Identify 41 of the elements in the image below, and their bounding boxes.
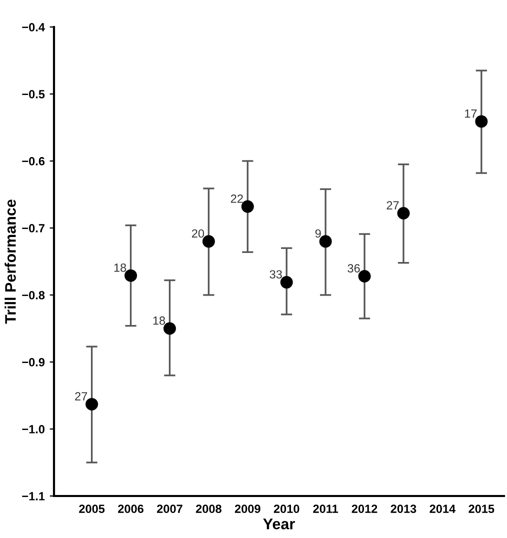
y-tick-label: −0.7: [22, 224, 44, 232]
x-tick-label: 2008: [196, 504, 222, 514]
y-tick-label: −0.4: [22, 23, 45, 32]
y-tick-label: −0.8: [22, 291, 45, 300]
x-tick-label: 2015: [468, 504, 494, 514]
x-tick-label: 2010: [274, 504, 300, 514]
point: [397, 207, 410, 220]
x-axis-title: Year: [263, 518, 295, 530]
point: [358, 270, 371, 282]
annotation: 18: [153, 316, 166, 325]
x-tick-label: 2006: [118, 504, 144, 514]
y-tick-label: −1.1: [22, 492, 45, 500]
annotation: 18: [114, 263, 126, 272]
point: [280, 276, 293, 289]
x-tick-label: 2007: [156, 504, 182, 514]
annotation: 27: [386, 201, 399, 210]
annotation: 9: [315, 229, 321, 238]
point: [475, 115, 488, 128]
annotation: 17: [465, 110, 477, 118]
x-tick-label: 2009: [234, 504, 260, 514]
y-tick-label: −1.0: [22, 425, 44, 434]
point: [124, 269, 138, 282]
x-tick-label: 2011: [313, 504, 338, 514]
x-tick-label: 2012: [352, 504, 378, 514]
annotation: 36: [348, 264, 360, 273]
point: [163, 322, 176, 335]
annotation: 33: [270, 270, 282, 279]
point: [241, 200, 254, 213]
x-tick-label: 2013: [390, 504, 416, 514]
annotation: 22: [230, 194, 243, 203]
y-tick-label: −0.5: [22, 90, 45, 98]
y-tick-label: −0.6: [22, 157, 45, 166]
y-tick-label: −0.9: [22, 358, 45, 366]
y-axis-title: Trill Performance: [4, 200, 16, 324]
point: [319, 235, 332, 248]
annotation: 27: [75, 392, 88, 400]
annotation: 20: [192, 229, 204, 238]
x-tick-label: 2005: [79, 504, 105, 514]
x-tick-label: 2014: [430, 504, 456, 514]
point: [86, 398, 98, 410]
point: [202, 235, 215, 248]
